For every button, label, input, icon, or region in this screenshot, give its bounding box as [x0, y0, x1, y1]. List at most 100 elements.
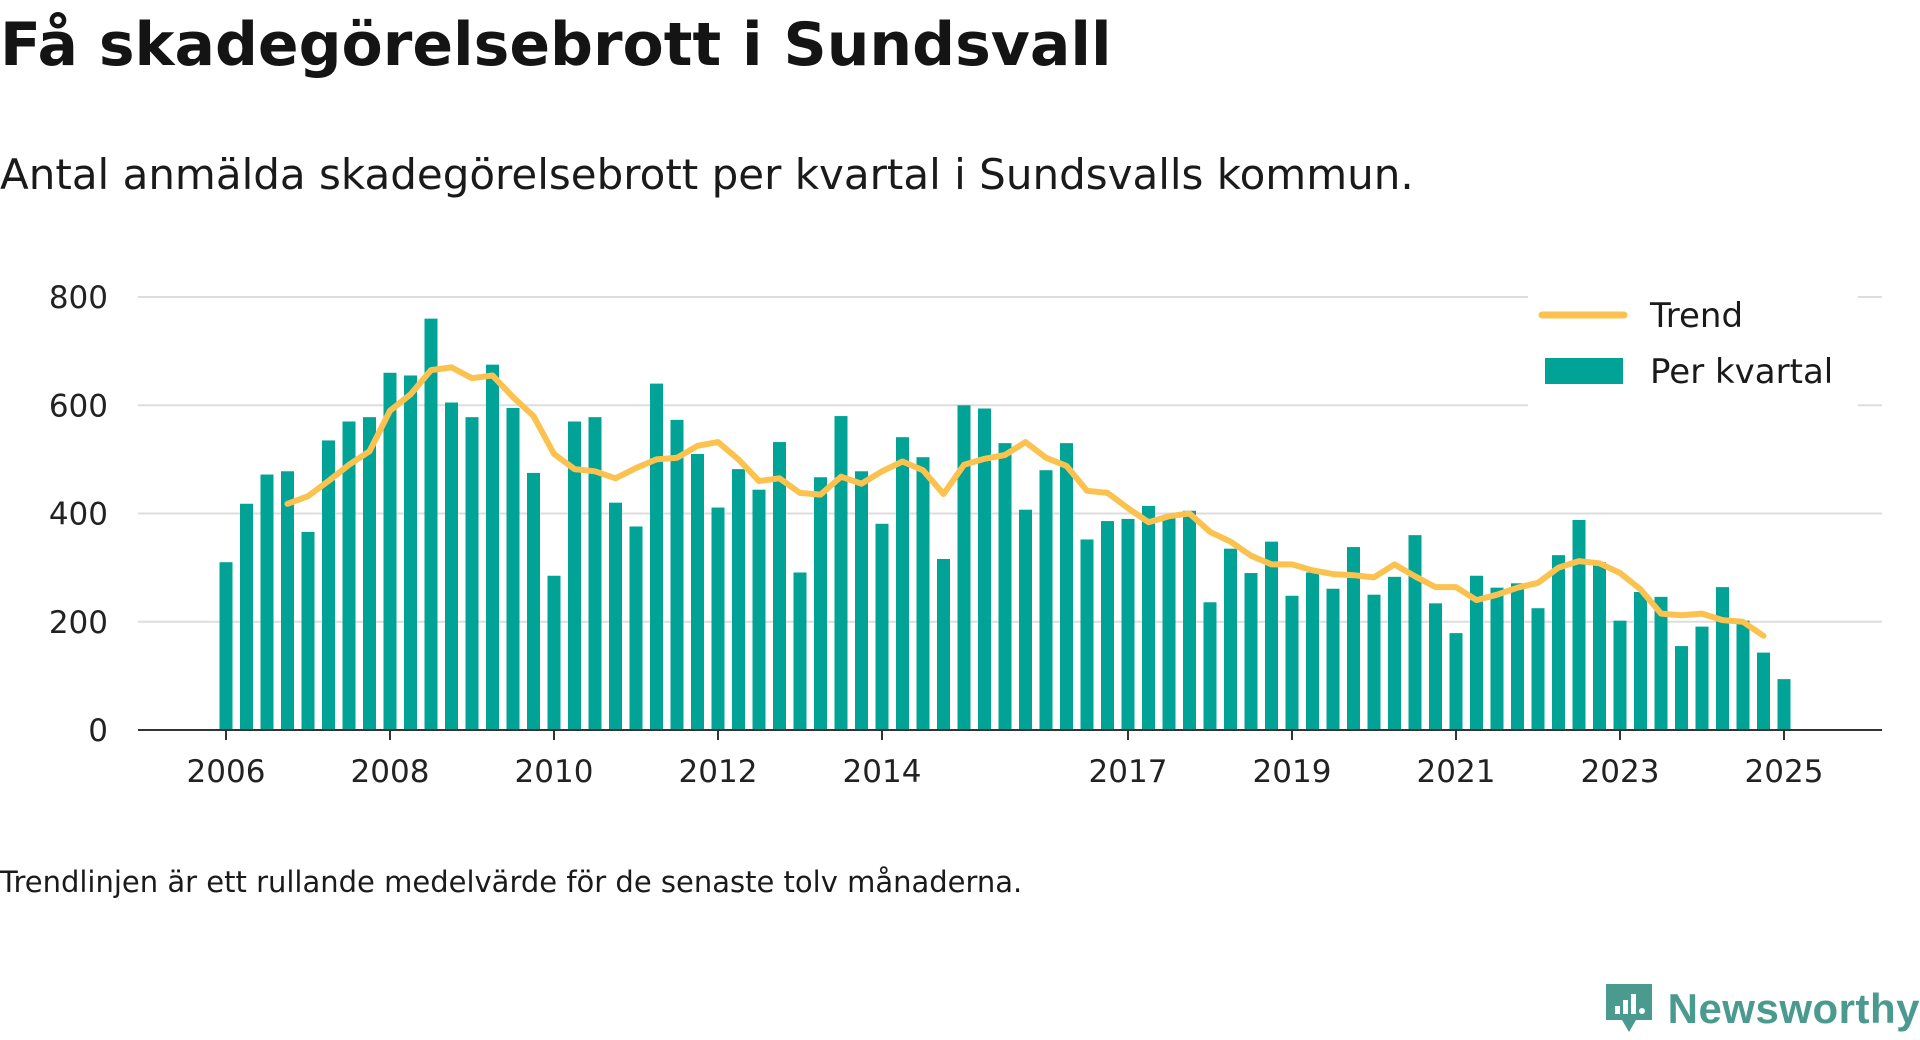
- bar: [486, 364, 499, 730]
- bar: [1572, 519, 1586, 730]
- bar: [527, 472, 540, 730]
- bar: [937, 558, 950, 730]
- bar: [1224, 548, 1237, 730]
- brand: Newsworthy: [1604, 980, 1920, 1038]
- bar: [424, 318, 438, 730]
- bar: [1265, 541, 1278, 730]
- y-tick-label: 800: [49, 280, 108, 316]
- bar: [1162, 517, 1176, 730]
- bar: [281, 471, 294, 730]
- chart-subtitle: Antal anmälda skadegörelsebrott per kvar…: [0, 150, 1414, 199]
- bar: [1388, 576, 1401, 730]
- chart-title: Få skadegörelsebrott i Sundsvall: [0, 10, 1112, 80]
- bar: [773, 442, 786, 730]
- bar: [1285, 595, 1299, 730]
- bar: [260, 474, 274, 730]
- x-tick-label: 2025: [1745, 754, 1824, 790]
- bar: [998, 443, 1012, 730]
- bar: [363, 417, 376, 730]
- bar: [1429, 603, 1442, 730]
- y-tick-label: 200: [49, 605, 108, 641]
- bar: [834, 416, 848, 730]
- bar: [506, 407, 520, 730]
- bar: [1531, 608, 1545, 730]
- bar: [383, 372, 397, 730]
- bar: [1675, 646, 1688, 730]
- bar: [1244, 573, 1258, 730]
- bar: [219, 562, 233, 730]
- bar: [1449, 633, 1463, 730]
- y-tick-label: 0: [88, 713, 108, 749]
- bar: [793, 572, 807, 730]
- bar: [342, 421, 356, 730]
- x-tick-label: 2006: [187, 754, 266, 790]
- bar: [404, 375, 417, 730]
- trend-line: [284, 364, 1767, 639]
- bar: [1101, 521, 1114, 730]
- bar: [1757, 652, 1770, 730]
- bar: [1121, 518, 1135, 730]
- bar: [732, 469, 745, 730]
- x-tick-label: 2019: [1253, 754, 1332, 790]
- bar: [916, 457, 930, 730]
- bar-series: [219, 318, 1791, 730]
- newsworthy-logo-icon: [1605, 984, 1652, 1032]
- bar: [670, 419, 684, 730]
- y-axis-labels: 0 200 400 600 800: [49, 280, 108, 749]
- bar: [322, 440, 335, 730]
- bar: [1306, 572, 1319, 730]
- legend: Trend Per kvartal: [1528, 295, 1858, 415]
- bar: [1552, 555, 1565, 730]
- y-tick-label: 600: [49, 388, 108, 424]
- bar: [814, 477, 827, 730]
- x-tick-label: 2021: [1417, 754, 1496, 790]
- legend-bars-swatch: [1545, 358, 1623, 384]
- bar: [301, 531, 315, 730]
- bar: [875, 523, 889, 730]
- bar: [1326, 588, 1340, 730]
- legend-trend-label: Trend: [1649, 296, 1743, 336]
- bar: [1470, 575, 1483, 730]
- bar: [1511, 583, 1524, 730]
- bar: [240, 503, 253, 730]
- bar: [896, 437, 909, 730]
- bar: [1777, 679, 1791, 730]
- bar: [465, 417, 479, 730]
- bar: [1347, 547, 1360, 730]
- bar: [1367, 594, 1381, 730]
- bar: [1203, 602, 1217, 730]
- bar: [609, 502, 622, 730]
- x-tick-label: 2023: [1581, 754, 1660, 790]
- bar: [1634, 591, 1647, 730]
- bar: [650, 383, 663, 730]
- x-tick-label: 2017: [1089, 754, 1168, 790]
- bar: [1039, 470, 1053, 730]
- bar: [1736, 620, 1750, 730]
- x-tick-label: 2008: [351, 754, 430, 790]
- y-tick-label: 400: [49, 497, 108, 533]
- bar: [588, 417, 602, 730]
- x-tick-label: 2012: [679, 754, 758, 790]
- bar: [1613, 620, 1627, 730]
- bar: [957, 405, 971, 730]
- bar: [1060, 443, 1073, 730]
- bar: [1490, 587, 1504, 730]
- brand-name: Newsworthy: [1667, 985, 1920, 1032]
- bar: [1695, 626, 1709, 730]
- bar: [547, 575, 561, 730]
- bar: [1654, 596, 1668, 730]
- bar: [691, 453, 704, 730]
- x-tick-label: 2014: [843, 754, 922, 790]
- bar: [568, 421, 581, 730]
- bar: [978, 408, 991, 730]
- footnote: Trendlinjen är ett rullande medelvärde f…: [0, 865, 1023, 899]
- bar: [711, 507, 725, 730]
- bar: [1716, 587, 1729, 730]
- bar: [855, 471, 868, 730]
- bar: [1408, 535, 1422, 730]
- bar: [1142, 505, 1155, 730]
- bar: [752, 489, 766, 730]
- bar: [445, 402, 458, 730]
- bar: [629, 526, 643, 730]
